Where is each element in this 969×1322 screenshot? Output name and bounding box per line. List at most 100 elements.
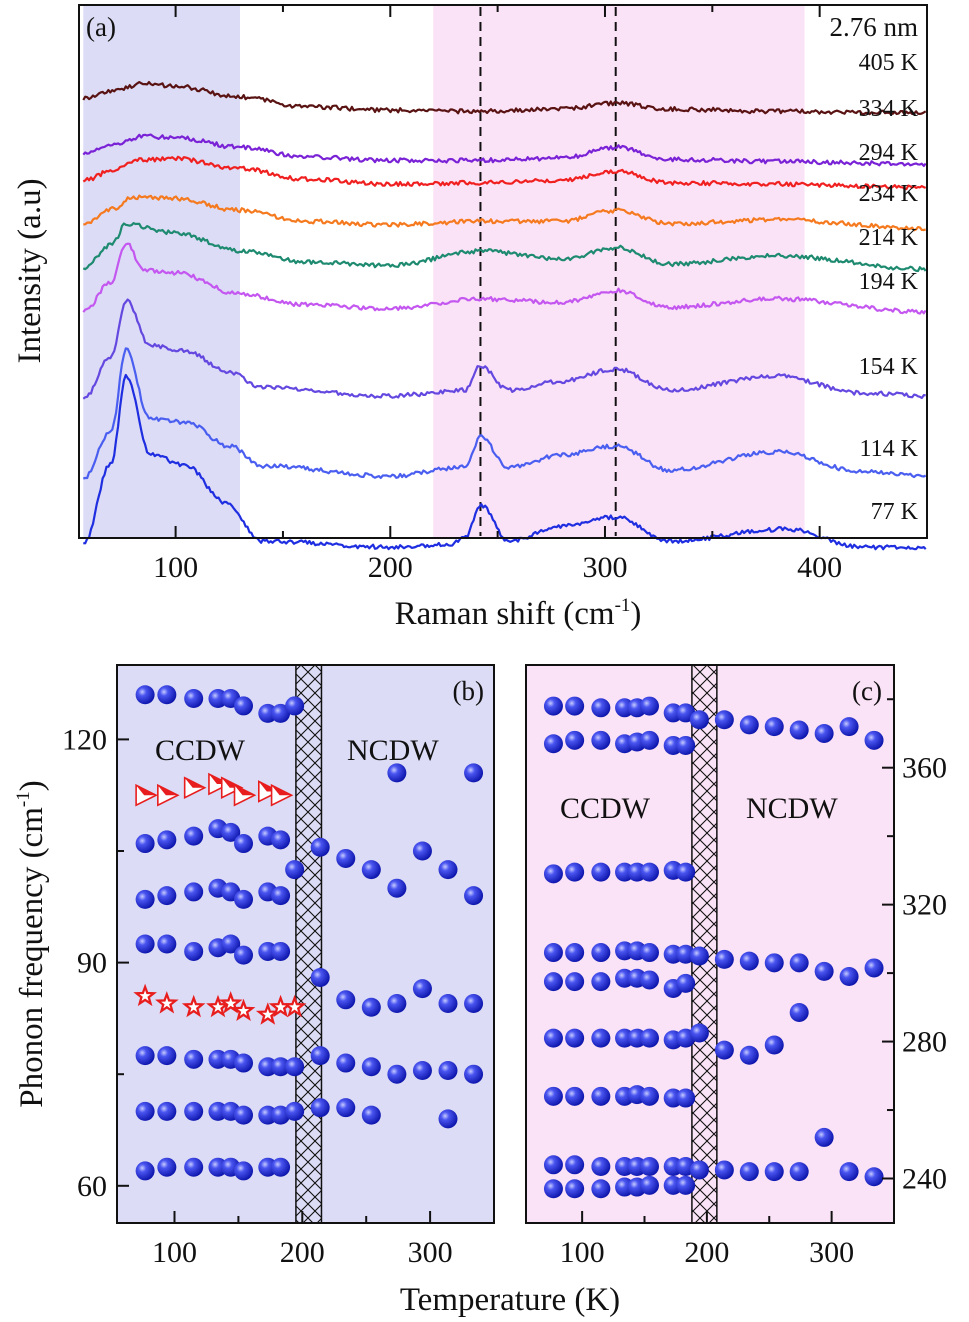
panel-c-ticks: 100 200 300 240 280 320 360 xyxy=(560,698,947,1269)
data-point-sphere xyxy=(157,830,177,850)
data-point-sphere xyxy=(438,1109,458,1129)
data-point-sphere xyxy=(221,822,241,842)
panel-b-ticks: 100 200 300 60 90 120 xyxy=(62,723,495,1269)
data-point-sphere xyxy=(464,886,484,906)
data-point-sphere xyxy=(412,841,432,861)
data-point-sphere xyxy=(271,886,291,906)
data-point-sphere xyxy=(789,953,809,973)
spectrum-line xyxy=(82,222,927,273)
data-point-sphere xyxy=(714,710,734,730)
data-point-sphere xyxy=(764,1162,784,1182)
panel-b-frame xyxy=(116,664,495,1224)
data-point-sphere xyxy=(184,688,204,708)
temperature-label: 154 K xyxy=(859,354,919,380)
data-point-sphere xyxy=(361,997,381,1017)
data-point-sphere xyxy=(336,990,356,1010)
data-point-sphere xyxy=(565,943,585,963)
panel-a-tag: (a) xyxy=(86,12,116,42)
data-point-star-center xyxy=(212,1001,224,1013)
spectrum-line xyxy=(82,81,927,116)
y-tick-label: 240 xyxy=(902,1162,947,1195)
y-tick-label: 120 xyxy=(62,723,107,756)
panel-b-y-axis-title: Phonon frequency (cm-1) xyxy=(13,780,50,1107)
data-point-sphere xyxy=(739,1045,759,1065)
data-point-sphere xyxy=(135,889,155,909)
data-point-sphere xyxy=(714,949,734,969)
spectrum-line xyxy=(82,133,927,167)
data-point-sphere xyxy=(285,1057,305,1077)
temperature-label: 77 K xyxy=(871,499,919,525)
data-point-sphere xyxy=(412,979,432,999)
data-point-sphere xyxy=(639,696,659,716)
data-point-star-center xyxy=(274,1001,287,1013)
data-point-sphere xyxy=(639,1175,659,1195)
y-tick-label: 90 xyxy=(77,947,107,980)
data-point-sphere xyxy=(689,946,709,966)
data-point-sphere xyxy=(543,696,563,716)
panel-b-points xyxy=(133,685,484,1181)
data-point-sphere xyxy=(814,1127,834,1147)
data-point-sphere xyxy=(814,723,834,743)
data-point-sphere xyxy=(543,1179,563,1199)
spectrum-line xyxy=(83,347,927,480)
data-point-sphere xyxy=(839,967,859,987)
panel-c-frame xyxy=(525,664,895,1224)
data-point-sphere xyxy=(639,943,659,963)
data-point-sphere xyxy=(184,826,204,846)
data-point-triangle-fill xyxy=(271,785,292,796)
data-point-sphere xyxy=(361,1057,381,1077)
data-point-sphere xyxy=(438,994,458,1014)
y-tick-label: 280 xyxy=(902,1026,947,1059)
data-point-sphere xyxy=(739,951,759,971)
data-point-sphere xyxy=(387,994,407,1014)
temperature-label: 114 K xyxy=(860,436,919,462)
data-point-sphere xyxy=(285,860,305,880)
panel-b-tag: (b) xyxy=(453,676,484,706)
data-point-sphere xyxy=(839,1162,859,1182)
data-point-sphere xyxy=(234,889,254,909)
data-point-sphere xyxy=(184,882,204,902)
data-point-sphere xyxy=(565,1179,585,1199)
data-point-sphere xyxy=(591,943,611,963)
data-point-triangle-fill xyxy=(234,785,255,796)
data-point-sphere xyxy=(565,730,585,750)
data-point-sphere xyxy=(157,1046,177,1066)
x-tick-label: 300 xyxy=(408,1236,453,1269)
temperature-label: 405 K xyxy=(859,50,919,76)
data-point-triangle-fill xyxy=(184,777,205,788)
data-point-sphere xyxy=(184,1101,204,1121)
data-point-sphere xyxy=(438,1060,458,1080)
spectrum-line xyxy=(82,155,927,191)
data-point-sphere xyxy=(157,1157,177,1177)
data-point-sphere xyxy=(135,685,155,705)
data-point-sphere xyxy=(310,1098,330,1118)
data-point-triangle-fill xyxy=(221,777,242,788)
panel-b-transition-band xyxy=(295,664,323,1224)
data-point-star-center xyxy=(262,1008,274,1020)
data-point-sphere xyxy=(412,1060,432,1080)
data-point-sphere xyxy=(591,1028,611,1048)
data-point-sphere xyxy=(565,1028,585,1048)
x-tick-label: 400 xyxy=(797,551,842,584)
data-point-sphere xyxy=(789,1002,809,1022)
x-tick-label: 100 xyxy=(153,551,198,584)
data-point-sphere xyxy=(387,1064,407,1084)
y-tick-label: 60 xyxy=(77,1170,107,1203)
spectrum-line xyxy=(82,242,927,315)
data-point-sphere xyxy=(591,1086,611,1106)
panel-b-ncdw-label: NCDW xyxy=(347,734,439,767)
data-point-sphere xyxy=(157,1101,177,1121)
data-point-sphere xyxy=(271,941,291,961)
data-point-sphere xyxy=(714,1160,734,1180)
data-point-sphere xyxy=(591,862,611,882)
panel-c-ncdw-label: NCDW xyxy=(746,792,838,825)
panel-c-tag: (c) xyxy=(852,676,882,706)
shaded-region xyxy=(433,5,805,538)
data-point-sphere xyxy=(565,1086,585,1106)
data-point-sphere xyxy=(591,972,611,992)
data-point-sphere xyxy=(135,1101,155,1121)
data-point-star-center xyxy=(139,990,151,1001)
data-point-sphere xyxy=(310,837,330,857)
data-point-sphere xyxy=(135,834,155,854)
data-point-sphere xyxy=(543,943,563,963)
